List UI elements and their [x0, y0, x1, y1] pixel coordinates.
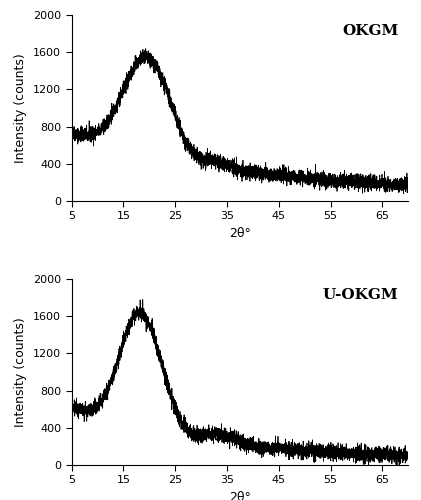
- Y-axis label: Intensity (counts): Intensity (counts): [14, 317, 27, 427]
- Y-axis label: Intensity (counts): Intensity (counts): [14, 53, 27, 163]
- Text: U-OKGM: U-OKGM: [322, 288, 398, 302]
- X-axis label: 2θ°: 2θ°: [229, 227, 251, 240]
- X-axis label: 2θ°: 2θ°: [229, 491, 251, 500]
- Text: OKGM: OKGM: [342, 24, 398, 38]
